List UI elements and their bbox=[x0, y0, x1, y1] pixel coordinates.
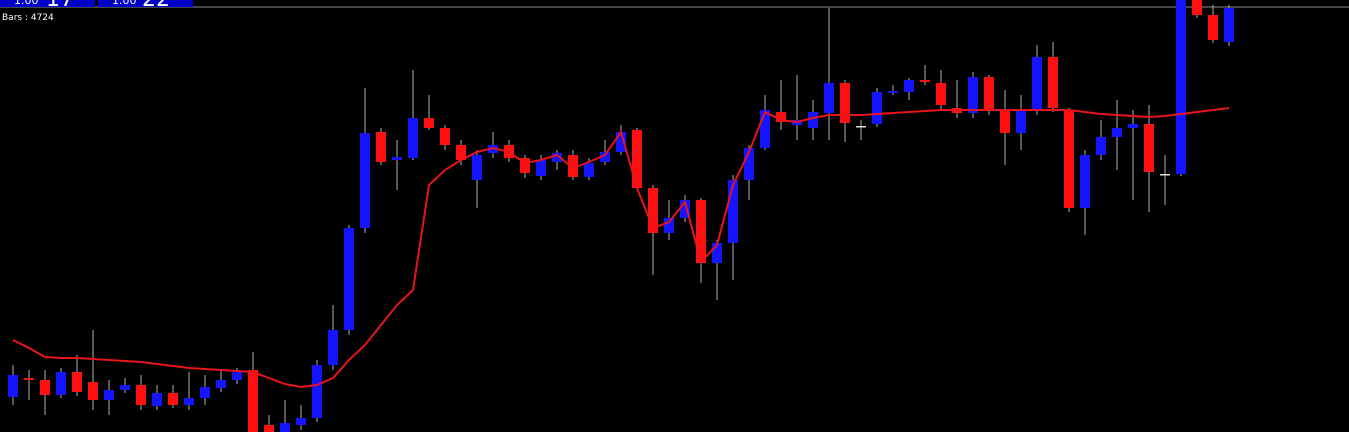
candle-body bbox=[760, 110, 770, 148]
box-value: 17 bbox=[46, 0, 74, 12]
candle-body bbox=[392, 157, 402, 160]
candle-body bbox=[328, 330, 338, 365]
candle-body bbox=[968, 77, 978, 113]
candle-body bbox=[1096, 137, 1106, 155]
candle-body bbox=[696, 200, 706, 263]
candle-body bbox=[1064, 110, 1074, 208]
candle-body bbox=[808, 112, 818, 128]
candle-body bbox=[536, 160, 546, 176]
candle-body bbox=[296, 418, 306, 425]
candle-body bbox=[360, 133, 370, 228]
candle-body bbox=[248, 370, 258, 432]
bars-count: Bars : 4724 bbox=[2, 13, 54, 23]
candle-body bbox=[680, 200, 690, 218]
candle-body bbox=[616, 132, 626, 152]
candle-body bbox=[568, 155, 578, 177]
candle-body bbox=[584, 163, 594, 177]
candle-body bbox=[600, 152, 610, 162]
candle-body bbox=[904, 80, 914, 92]
candle-body bbox=[56, 372, 66, 395]
box bbox=[98, 0, 193, 7]
candle-body bbox=[232, 372, 242, 380]
candle-body bbox=[312, 365, 322, 418]
candle-body bbox=[1224, 8, 1234, 42]
candle-body bbox=[376, 132, 386, 162]
candle-body bbox=[1080, 155, 1090, 208]
candle-body bbox=[472, 155, 482, 180]
candle-body bbox=[920, 80, 930, 82]
moving-average bbox=[12, 107, 1230, 389]
candle-body bbox=[888, 91, 898, 93]
candle-body bbox=[72, 372, 82, 392]
candle-body bbox=[856, 126, 866, 128]
candle-body bbox=[1128, 124, 1138, 128]
candle-body bbox=[1144, 124, 1154, 172]
candle-body bbox=[872, 92, 882, 124]
candle-body bbox=[344, 228, 354, 330]
candle-body bbox=[632, 130, 642, 188]
candle-body bbox=[8, 375, 18, 397]
candle-body bbox=[24, 378, 34, 380]
candle-body bbox=[168, 393, 178, 405]
candle-body bbox=[1208, 15, 1218, 40]
candle-body bbox=[664, 218, 674, 233]
marks bbox=[8, 0, 1234, 432]
candle-body bbox=[88, 382, 98, 400]
candle-body bbox=[456, 145, 466, 160]
candle-body bbox=[136, 385, 146, 405]
candle-body bbox=[1176, 0, 1186, 174]
box-value: 22 bbox=[142, 0, 170, 12]
candle-body bbox=[712, 243, 722, 263]
candle-body bbox=[264, 425, 274, 432]
box bbox=[0, 0, 95, 7]
candle-body bbox=[408, 118, 418, 158]
candle-body bbox=[200, 387, 210, 398]
candle-body bbox=[840, 83, 850, 123]
candle-body bbox=[744, 148, 754, 180]
candle-body bbox=[984, 77, 994, 110]
candle-body bbox=[440, 128, 450, 145]
candle-body bbox=[424, 118, 434, 128]
candle-body bbox=[1048, 57, 1058, 108]
candle-body bbox=[280, 423, 290, 432]
candle-body bbox=[40, 380, 50, 395]
candle-body bbox=[1192, 0, 1202, 15]
candle-body bbox=[776, 112, 786, 122]
candle-body bbox=[1000, 110, 1010, 133]
candle-body bbox=[152, 393, 162, 406]
box-label: 1.00 bbox=[112, 0, 137, 7]
candle-body bbox=[184, 398, 194, 405]
candle-body bbox=[648, 188, 658, 233]
candle-body bbox=[552, 153, 562, 162]
candle-body bbox=[520, 158, 530, 173]
candle-body bbox=[824, 83, 834, 113]
candle-body bbox=[104, 390, 114, 400]
candle-body bbox=[120, 385, 130, 390]
box-label: 1.00 bbox=[14, 0, 39, 7]
candle-body bbox=[728, 180, 738, 243]
candle-body bbox=[1112, 128, 1122, 137]
candle-body bbox=[1032, 57, 1042, 110]
candle-body bbox=[1016, 110, 1026, 133]
candle-body bbox=[936, 83, 946, 105]
candle-body bbox=[216, 380, 226, 388]
candle-body bbox=[1160, 174, 1170, 176]
